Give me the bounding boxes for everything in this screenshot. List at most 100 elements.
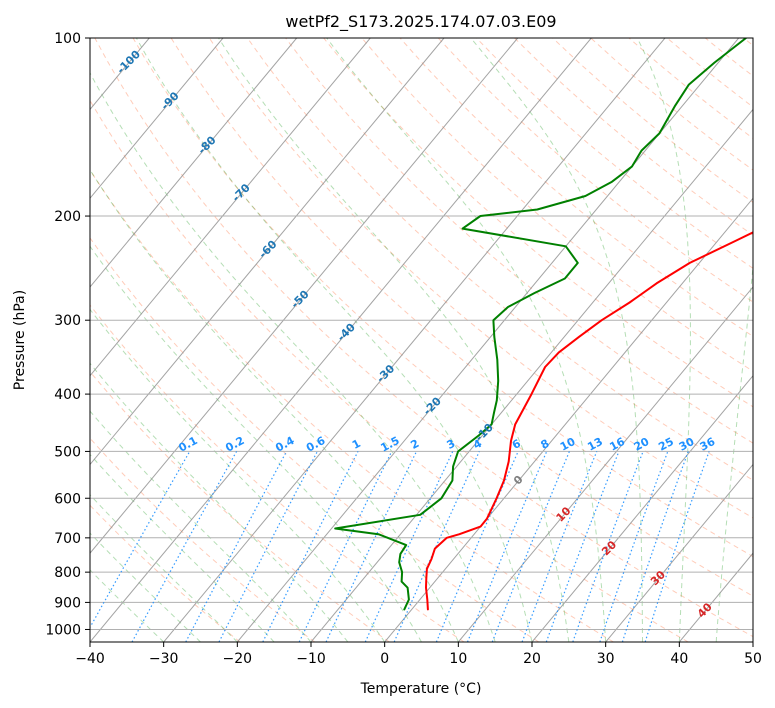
dry-adiabat-line [208, 38, 753, 519]
plot-frame [89, 37, 754, 643]
x-axis-title: Temperature (°C) [360, 681, 482, 697]
x-tick-label: 20 [523, 651, 541, 667]
mixing-ratio-line [435, 451, 519, 642]
x-tick-label: 0 [380, 651, 389, 667]
moist-adiabat-line [135, 38, 533, 642]
y-tick-label: 300 [54, 313, 81, 329]
mixing-ratio-label: 16 [607, 435, 627, 454]
mixing-ratio-label: 1 [350, 437, 363, 452]
y-axis-title: Pressure (hPa) [12, 290, 28, 390]
mixing-ratio-label: 3 [445, 437, 458, 452]
dry-adiabat-line [285, 38, 753, 444]
mixing-ratio-line [521, 451, 598, 642]
isotherm-line [531, 374, 753, 642]
mixing-ratio-line [621, 451, 689, 642]
temperature-profile-line [425, 231, 753, 611]
isotherm-label: -20 [421, 394, 444, 417]
isotherm-line [90, 38, 298, 288]
mixing-ratio-label: 6 [510, 437, 523, 452]
isotherm-line [678, 552, 753, 642]
mixing-ratio-line [90, 451, 191, 629]
y-tick-label: 900 [54, 595, 81, 611]
x-tick-label: 40 [670, 651, 688, 667]
isotherm-line [0, 38, 2, 642]
mixing-ratio-label: 25 [656, 435, 676, 454]
dry-adiabat-line [90, 504, 241, 642]
mixing-ratio-line [298, 451, 393, 642]
isotherm-label: -90 [158, 89, 181, 112]
x-tick-label: 50 [744, 651, 762, 667]
isotherm-label: -60 [256, 237, 279, 260]
x-tick-label: −10 [296, 651, 326, 667]
isotherm-line [752, 641, 753, 642]
dry-adiabat-line [476, 38, 753, 269]
isotherm-line [236, 38, 740, 642]
mixing-ratio-line [545, 451, 620, 642]
mixing-ratio-label: 10 [558, 435, 578, 454]
y-tick-label: 500 [54, 444, 81, 460]
isotherm-line [310, 108, 753, 642]
isotherm-line [163, 38, 666, 642]
x-tick-label: −20 [223, 651, 253, 667]
dry-adiabat-line [90, 99, 689, 642]
moist-adiabat-line [90, 168, 459, 642]
dry-adiabat-line [90, 437, 316, 642]
isotherm-line [90, 38, 445, 466]
chart-title: wetPf2_S173.2025.174.07.03.E09 [285, 12, 556, 32]
dry-adiabat-line [361, 38, 753, 372]
y-tick-label: 400 [54, 387, 81, 403]
mixing-ratio-line [466, 451, 548, 642]
y-tick-label: 200 [54, 209, 81, 225]
mixing-ratio-line [218, 451, 318, 642]
moist-adiabat-line [90, 245, 422, 642]
moist-adiabat-line [90, 410, 312, 642]
moist-adiabat-line [218, 38, 570, 642]
isotherm-line [90, 38, 371, 377]
dry-adiabat-line [90, 370, 390, 642]
moist-adiabat-line [636, 38, 691, 642]
y-tick-label: 800 [54, 565, 81, 581]
dry-adiabat-line [170, 38, 753, 558]
mixing-ratio-label: 36 [698, 435, 718, 454]
isotherm-label: -100 [114, 48, 143, 77]
y-tick-label: 100 [54, 31, 81, 47]
moist-adiabat-line [90, 453, 275, 642]
dry-adiabat-line [90, 237, 540, 642]
x-tick-label: −40 [75, 651, 105, 667]
mixing-ratio-label: 13 [585, 435, 605, 454]
mixing-ratio-line [131, 451, 238, 642]
isotherm-line [90, 38, 224, 200]
isotherm-line [384, 197, 753, 642]
dry-adiabat-line [90, 304, 465, 642]
dry-adiabat-line [132, 38, 753, 597]
moist-adiabat-line [326, 38, 607, 642]
isotherm-label: -30 [374, 362, 397, 385]
moist-adiabat-line [715, 261, 753, 642]
dry-adiabat-line [90, 169, 614, 642]
mixing-ratio-line [599, 451, 669, 642]
isotherm-line [90, 38, 519, 555]
mixing-ratio-line [491, 451, 570, 642]
mixing-ratio-label: 8 [539, 437, 552, 452]
isotherm-label: -50 [288, 287, 311, 310]
dry-adiabat-line [246, 38, 753, 481]
moist-adiabat-line [90, 362, 349, 642]
moist-adiabat-line [90, 71, 496, 642]
isotherm-label: -70 [230, 181, 253, 204]
dry-adiabat-line [323, 38, 753, 408]
mixing-ratio-label: 20 [632, 435, 652, 454]
y-tick-label: 600 [54, 491, 81, 507]
isotherm-line [457, 286, 753, 642]
mixing-ratio-line [644, 451, 710, 642]
isotherm-line [90, 38, 592, 642]
x-tick-label: 30 [597, 651, 615, 667]
y-tick-label: 700 [54, 531, 81, 547]
x-tick-label: 10 [449, 651, 467, 667]
mixing-ratio-label: 30 [677, 435, 697, 454]
isotherm-line [605, 463, 753, 642]
dry-adiabat-line [94, 38, 753, 638]
dry-adiabat-line [399, 38, 753, 337]
y-tick-label: 1000 [45, 622, 81, 638]
mixing-ratio-label: 2 [408, 437, 421, 452]
